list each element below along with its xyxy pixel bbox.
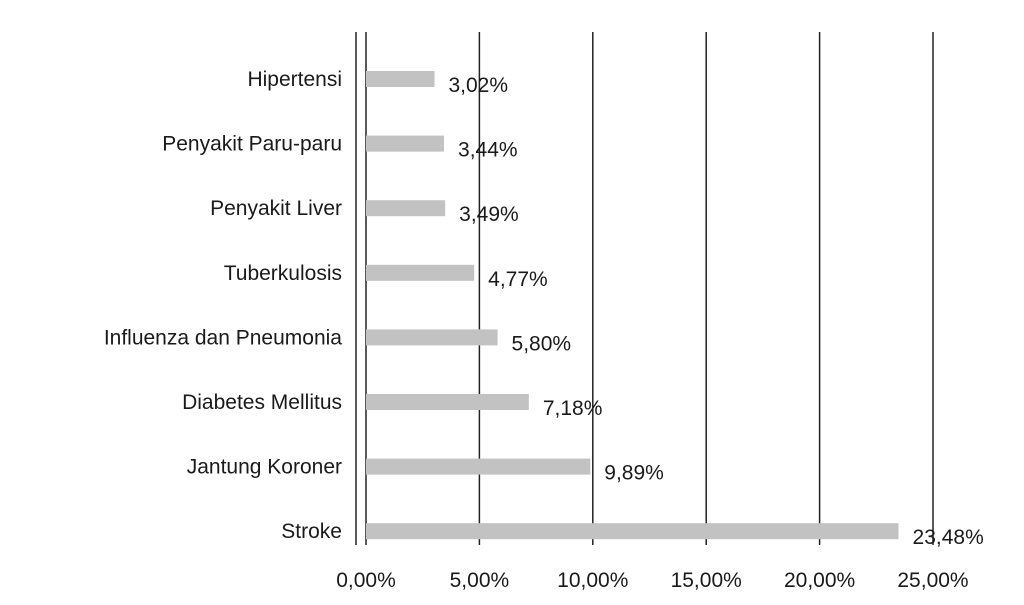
bar [366,71,435,87]
x-tick-labels: 0,00% 5,00% 10,00% 15,00% 20,00% 25,00% [336,569,968,592]
category-labels: Hipertensi Penyakit Paru-paru Penyakit Liv… [104,68,342,543]
bar [366,135,445,152]
category-label: Hipertensi [247,68,342,91]
value-label: 5,80% [512,332,572,355]
x-tick-label: 25,00% [897,569,968,592]
category-label: Penyakit Liver [210,197,342,220]
x-tick-label: 10,00% [557,569,628,592]
bar [366,458,591,475]
gridlines [355,32,934,545]
value-labels: 3,02% 3,44% 3,49% 4,77% 5,80% 7,18% 9,89% 23,48… [448,74,983,549]
value-label: 3,44% [458,139,518,162]
value-label: 3,02% [448,74,508,97]
bars [366,71,899,540]
x-tick-label: 5,00% [450,569,510,592]
value-label: 9,89% [604,462,664,485]
x-tick-label: 20,00% [784,569,855,592]
value-label: 7,18% [543,397,603,420]
value-label: 23,48% [913,526,984,549]
category-label: Stroke [281,520,342,543]
category-label: Penyakit Paru-paru [162,133,342,156]
category-label: Jantung Koroner [187,456,342,479]
value-label: 4,77% [488,268,548,291]
bar [366,264,475,281]
category-label: Influenza dan Pneumonia [104,326,342,349]
value-label: 3,49% [459,203,519,226]
bar [366,523,899,540]
x-tick-label: 0,00% [336,569,396,592]
bar [366,329,498,346]
bar [366,200,446,217]
category-label: Tuberkulosis [224,262,342,285]
bar [366,394,529,410]
category-label: Diabetes Mellitus [182,391,342,414]
x-tick-label: 15,00% [671,569,742,592]
